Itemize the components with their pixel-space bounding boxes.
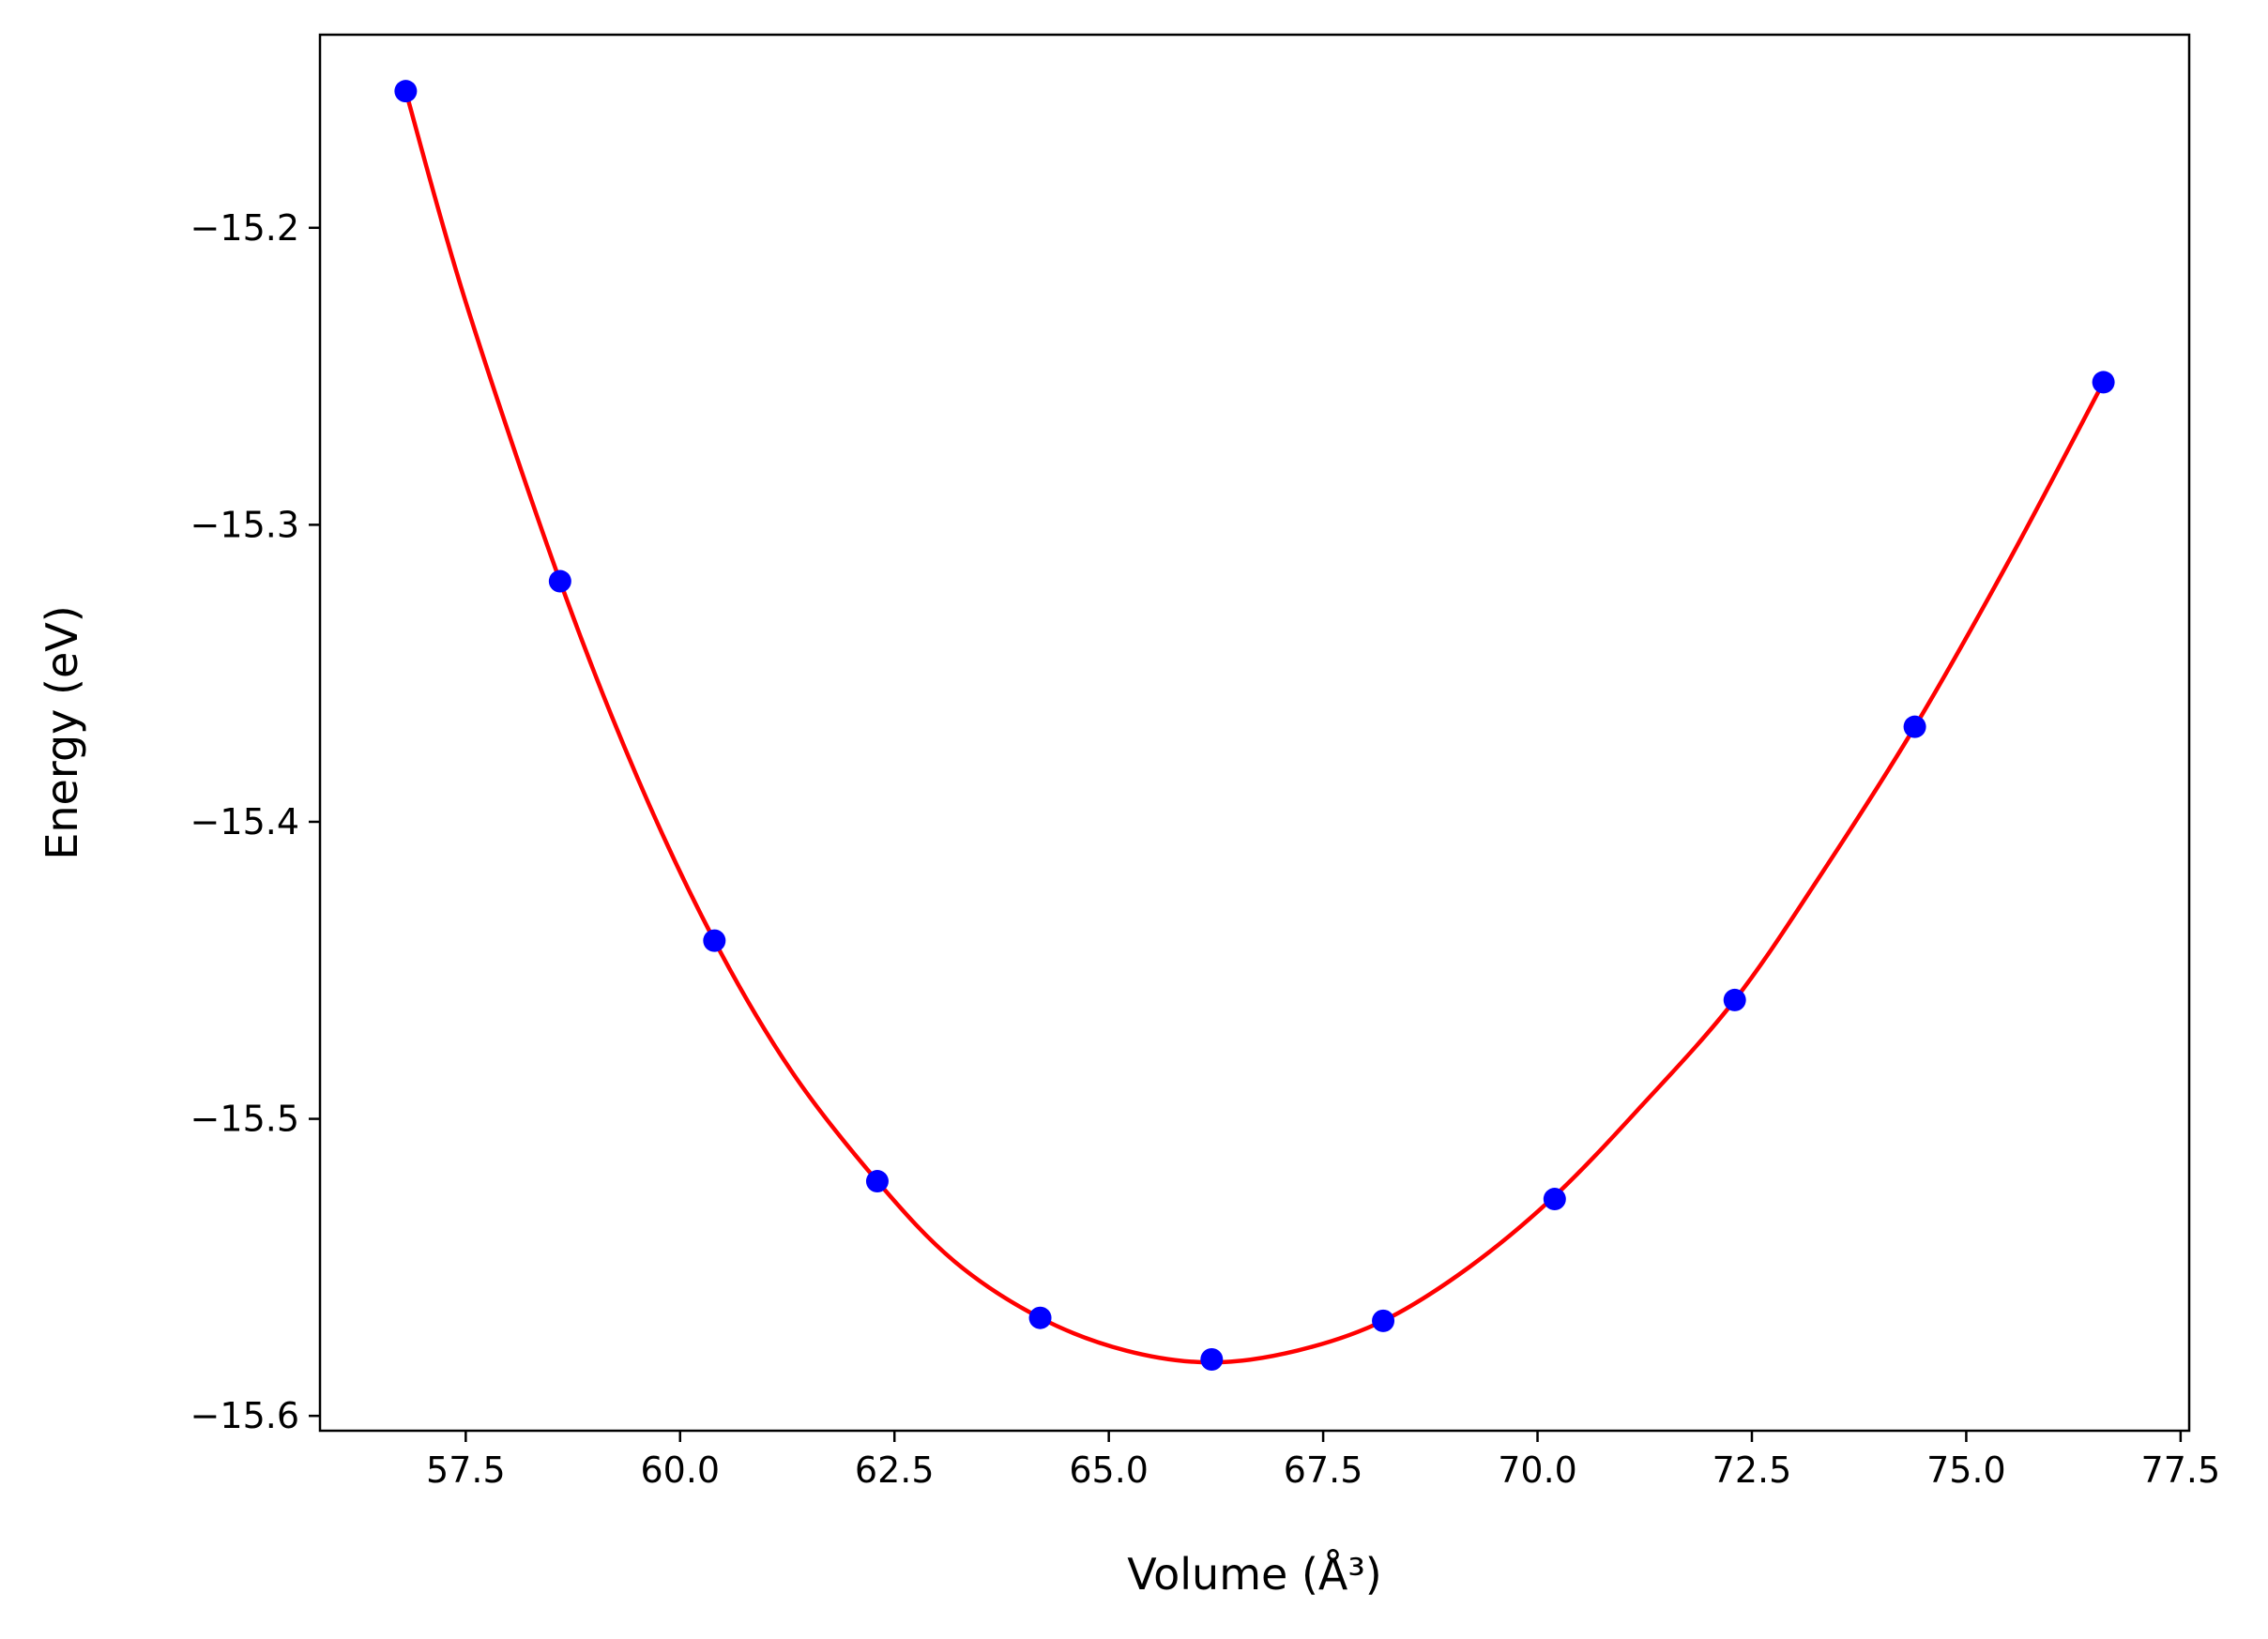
x-tick-label: 67.5	[1284, 1449, 1363, 1491]
x-axis: 57.5 60.0 62.5 65.0 67.5 70.0 72.5 75.0 77.5	[426, 1431, 2220, 1491]
x-tick-label: 75.0	[1926, 1449, 2006, 1491]
data-point	[1543, 1188, 1566, 1211]
y-tick-label: −15.4	[190, 801, 299, 842]
data-point	[548, 569, 571, 593]
x-tick-label: 65.0	[1069, 1449, 1149, 1491]
x-axis-label: Volume (Å³)	[1127, 1549, 1382, 1600]
y-axis: −15.2 −15.3 −15.4 −15.5 −15.6	[190, 207, 320, 1436]
x-tick-label: 70.0	[1498, 1449, 1577, 1491]
axes-frame	[318, 33, 2191, 1433]
x-tick-label: 72.5	[1712, 1449, 1792, 1491]
plot-area	[394, 80, 2115, 1372]
data-point	[2092, 371, 2115, 394]
data-point	[1200, 1348, 1224, 1372]
data-point	[1028, 1306, 1052, 1329]
data-point	[865, 1170, 889, 1193]
fit-curve	[403, 90, 2106, 1365]
data-point	[1372, 1309, 1395, 1332]
data-point	[394, 80, 418, 103]
x-tick-label: 62.5	[855, 1449, 935, 1491]
data-point	[1723, 988, 1746, 1011]
data-point	[1903, 715, 1926, 738]
y-tick-label: −15.3	[190, 504, 299, 545]
x-tick-label: 57.5	[426, 1449, 506, 1491]
y-tick-label: −15.5	[190, 1099, 299, 1140]
y-tick-label: −15.6	[190, 1395, 299, 1436]
y-tick-label: −15.2	[190, 207, 299, 249]
x-tick-label: 60.0	[640, 1449, 720, 1491]
data-point	[703, 929, 726, 952]
x-tick-label: 77.5	[2141, 1449, 2221, 1491]
y-axis-label: Energy (eV)	[37, 605, 87, 859]
